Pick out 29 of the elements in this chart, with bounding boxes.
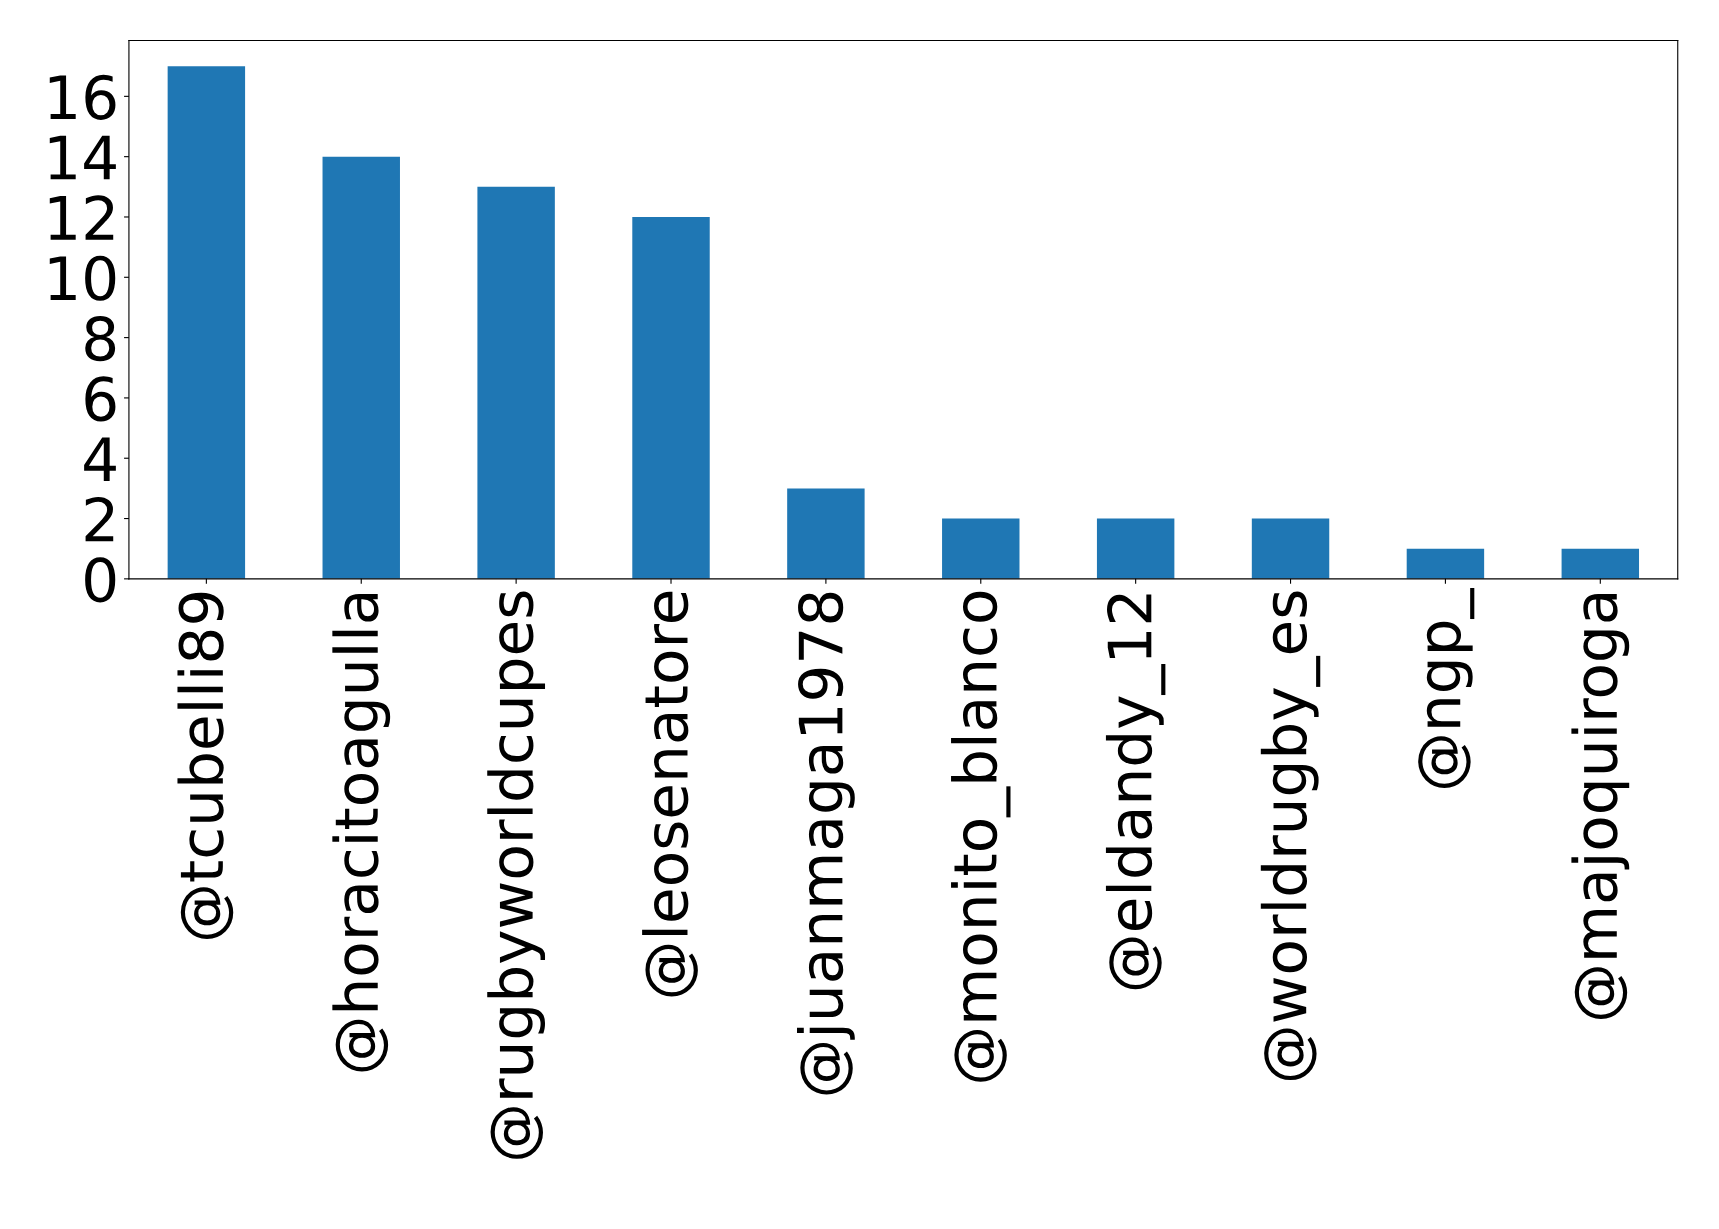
- bar: [1251, 518, 1330, 579]
- bar: [1096, 518, 1175, 579]
- x-tick-label: @ngp_: [1418, 588, 1475, 788]
- bar: [1406, 548, 1485, 579]
- y-tick-label: 6: [85, 376, 116, 422]
- x-tick-label: @monito_blanco: [951, 591, 1011, 1082]
- y-tick-label: 10: [49, 255, 116, 301]
- y-tick-label: 14: [49, 135, 116, 180]
- bar: [787, 488, 865, 579]
- bar: [1561, 548, 1640, 579]
- bar: [477, 186, 555, 579]
- x-tick-label: @juanmaga1978: [796, 592, 855, 1095]
- y-tick-label: 0: [85, 557, 116, 603]
- x-tick-label: @leosenatore: [642, 591, 698, 997]
- x-tick-label: @horacitoagulla: [332, 594, 391, 1072]
- y-tick-label: 8: [85, 315, 116, 362]
- y-tick-label: 4: [84, 437, 116, 481]
- bar: [942, 518, 1020, 579]
- bar: [167, 66, 246, 579]
- y-tick-label: 16: [49, 74, 116, 120]
- x-tick-label: @tcubelli89: [177, 592, 234, 939]
- y-tick-label: 12: [49, 195, 114, 240]
- y-tick-label: 2: [85, 496, 114, 542]
- bar: [632, 216, 710, 579]
- x-tick-label: @worldrugby_es: [1260, 591, 1321, 1081]
- x-tick-label: @majoquiroga: [1571, 594, 1630, 1019]
- x-tick-label: @eldandy_12: [1105, 594, 1166, 990]
- bar: [322, 156, 400, 579]
- x-tick-label: @rugbyworldcupes: [487, 591, 546, 1159]
